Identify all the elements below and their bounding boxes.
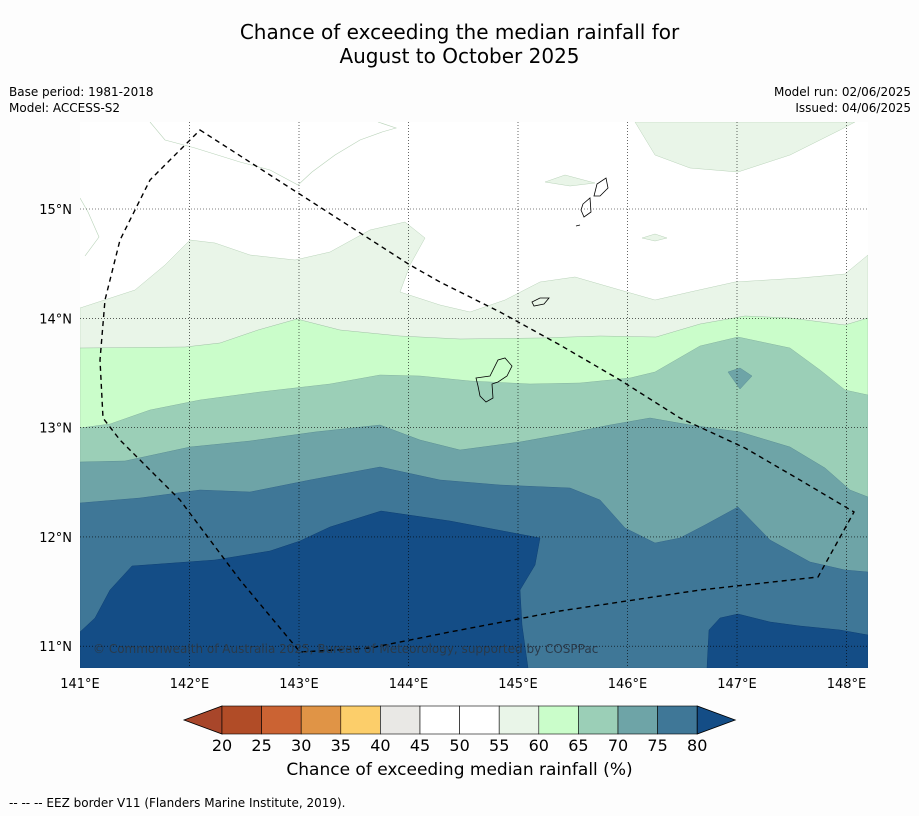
colorbar-segment-25-30 <box>261 705 302 735</box>
metadata-right: Model run: 02/06/2025 Issued: 04/06/2025 <box>774 84 911 116</box>
colorbar-extend-low <box>182 705 223 735</box>
colorbar-tick-70: 70 <box>608 736 628 755</box>
lat-tick-label-15: 15°N <box>39 203 72 218</box>
contour-band-80-plus-west <box>80 510 541 668</box>
colorbar-tick-80: 80 <box>687 736 707 755</box>
lon-tick-label-147: 147°E <box>717 677 757 692</box>
longitude-axis-labels: 141°E 142°E 143°E 144°E 145°E 146°E 147°E 148°E <box>60 677 866 692</box>
colorbar-tick-40: 40 <box>370 736 390 755</box>
colorbar-tick-35: 35 <box>331 736 351 755</box>
eez-footnote: -- -- -- EEZ border V11 (Flanders Marine… <box>9 796 346 810</box>
island-aguijan <box>575 224 581 227</box>
colorbar-extend-high <box>696 705 737 735</box>
lat-tick-label-12: 12°N <box>39 531 72 546</box>
contour-blob-75 <box>727 367 753 390</box>
issued-text: Issued: 04/06/2025 <box>795 101 911 115</box>
lat-tick-label-14: 14°N <box>39 312 72 327</box>
contour-line-nw <box>149 122 398 186</box>
lon-tick-label-142: 142°E <box>170 677 210 692</box>
contour-line-w <box>80 197 100 257</box>
colorbar-title: Chance of exceeding median rainfall (%) <box>286 760 633 780</box>
lat-tick-label-11: 11°N <box>39 640 72 655</box>
base-period-text: Base period: 1981-2018 <box>9 85 154 99</box>
colorbar-tick-30: 30 <box>291 736 311 755</box>
colorbar-segment-20-25 <box>221 705 262 735</box>
model-run-text: Model run: 02/06/2025 <box>773 85 911 99</box>
colorbar: 20 25 30 35 40 45 50 55 60 65 70 75 80 <box>182 705 737 755</box>
colorbar-segment-30-35 <box>300 705 342 735</box>
island-guam <box>475 357 513 403</box>
eez-border <box>99 129 855 653</box>
colorbar-tick-25: 25 <box>251 736 271 755</box>
colorbar-segment-75-80 <box>657 705 698 735</box>
colorbar-segment-70-75 <box>617 705 658 735</box>
lon-tick-label-143: 143°E <box>279 677 319 692</box>
colorbar-segment-35-40 <box>340 705 381 735</box>
colorbar-segment-60-65 <box>538 705 579 735</box>
gridlines <box>80 122 868 668</box>
colorbar-tick-45: 45 <box>410 736 430 755</box>
contour-blob-tiny <box>641 233 668 242</box>
title-line-2: August to October 2025 <box>339 44 580 68</box>
colorbar-segment-65-70 <box>578 705 619 735</box>
colorbar-segment-55-60 <box>498 705 540 735</box>
contour-band-80-plus-east <box>706 613 868 668</box>
colorbar-tick-75: 75 <box>647 736 667 755</box>
model-text: Model: ACCESS-S2 <box>9 101 121 115</box>
colorbar-tick-20: 20 <box>212 736 232 755</box>
lat-tick-label-13: 13°N <box>39 422 72 437</box>
latitude-axis-labels: 15°N 14°N 13°N 12°N 11°N <box>39 203 72 655</box>
colorbar-tick-60: 60 <box>529 736 549 755</box>
contour-blob-ne <box>634 122 856 173</box>
lon-tick-label-145: 145°E <box>498 677 538 692</box>
metadata-left: Base period: 1981-2018 Model: ACCESS-S2 <box>9 84 154 116</box>
copyright-text: © Commonwealth of Australia 2025, Bureau… <box>93 642 598 656</box>
colorbar-segment-45-50 <box>419 705 460 735</box>
colorbar-tick-50: 50 <box>449 736 469 755</box>
lon-tick-label-141: 141°E <box>60 677 100 692</box>
colorbar-segment-50-55 <box>459 705 500 735</box>
map-panel: © Commonwealth of Australia 2025, Bureau… <box>80 122 868 668</box>
lon-tick-label-148: 148°E <box>827 677 867 692</box>
map-title: Chance of exceeding the median rainfall … <box>0 20 919 68</box>
colorbar-segment-40-45 <box>380 705 421 735</box>
lon-tick-label-146: 146°E <box>608 677 648 692</box>
contour-blob-small <box>544 174 596 187</box>
island-saipan <box>593 177 609 197</box>
title-line-1: Chance of exceeding the median rainfall … <box>239 20 680 44</box>
lon-tick-label-144: 144°E <box>389 677 429 692</box>
island-rota <box>531 297 550 307</box>
colorbar-tick-55: 55 <box>489 736 509 755</box>
colorbar-tick-65: 65 <box>568 736 588 755</box>
